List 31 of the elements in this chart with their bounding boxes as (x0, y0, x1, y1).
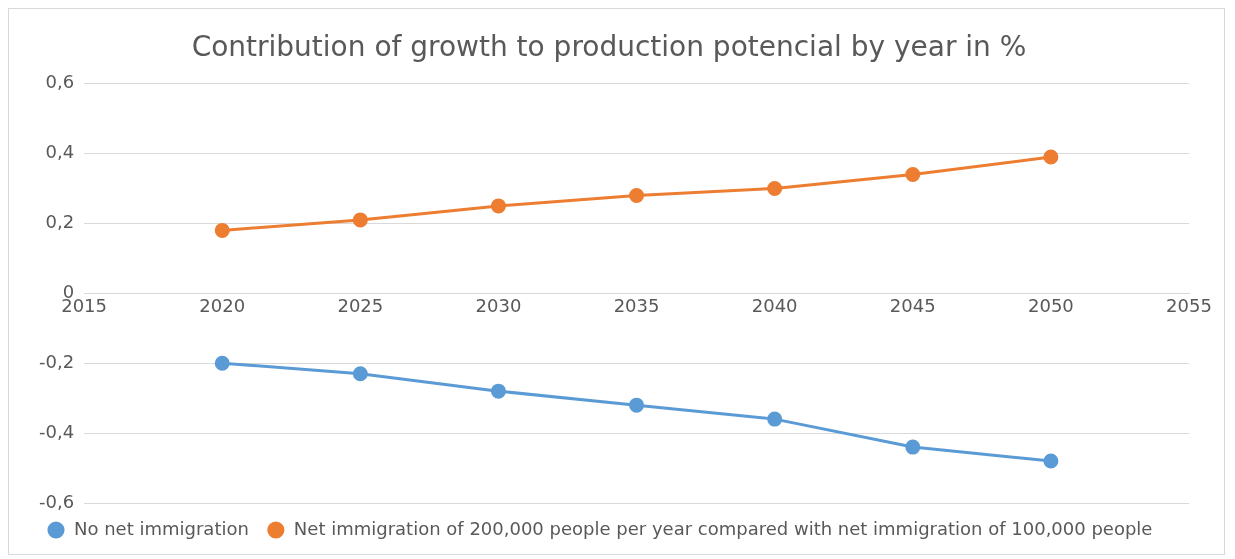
x-tick-label: 2030 (475, 294, 522, 316)
y-tick-label: -0,2 (39, 350, 75, 372)
point (490, 198, 506, 214)
legend-label: Net immigration of 200,000 people per year compared with net immigration of 100,000 people (293, 517, 1153, 539)
point (767, 411, 783, 427)
x-tick-label: 2035 (613, 294, 660, 316)
chart-title: Contribution of growth to production potencial by year in % (191, 30, 1027, 64)
point (629, 187, 645, 203)
point (767, 180, 783, 196)
x-tick-label: 2025 (337, 294, 384, 316)
y-tick-label: -0,6 (39, 490, 75, 512)
point (905, 439, 921, 455)
y-tick-label: 0,6 (45, 71, 75, 93)
point (905, 166, 921, 182)
x-tick-label: 2040 (751, 294, 798, 316)
point (352, 366, 368, 382)
x-tick-label: 2050 (1027, 294, 1074, 316)
point (629, 397, 645, 413)
point (214, 355, 230, 371)
point (1043, 149, 1059, 165)
legend-label: No net immigration (74, 517, 249, 539)
point (352, 212, 368, 228)
y-tick-label: 0,4 (45, 141, 75, 163)
point (490, 383, 506, 399)
point (214, 222, 230, 238)
y-tick-label: 0,2 (45, 211, 75, 233)
x-tick-label: 2020 (199, 294, 246, 316)
x-tick-label: 2045 (889, 294, 936, 316)
y-tick-label: -0,4 (39, 420, 75, 442)
point (1043, 453, 1059, 469)
x-tick-label: 2055 (1166, 294, 1212, 316)
